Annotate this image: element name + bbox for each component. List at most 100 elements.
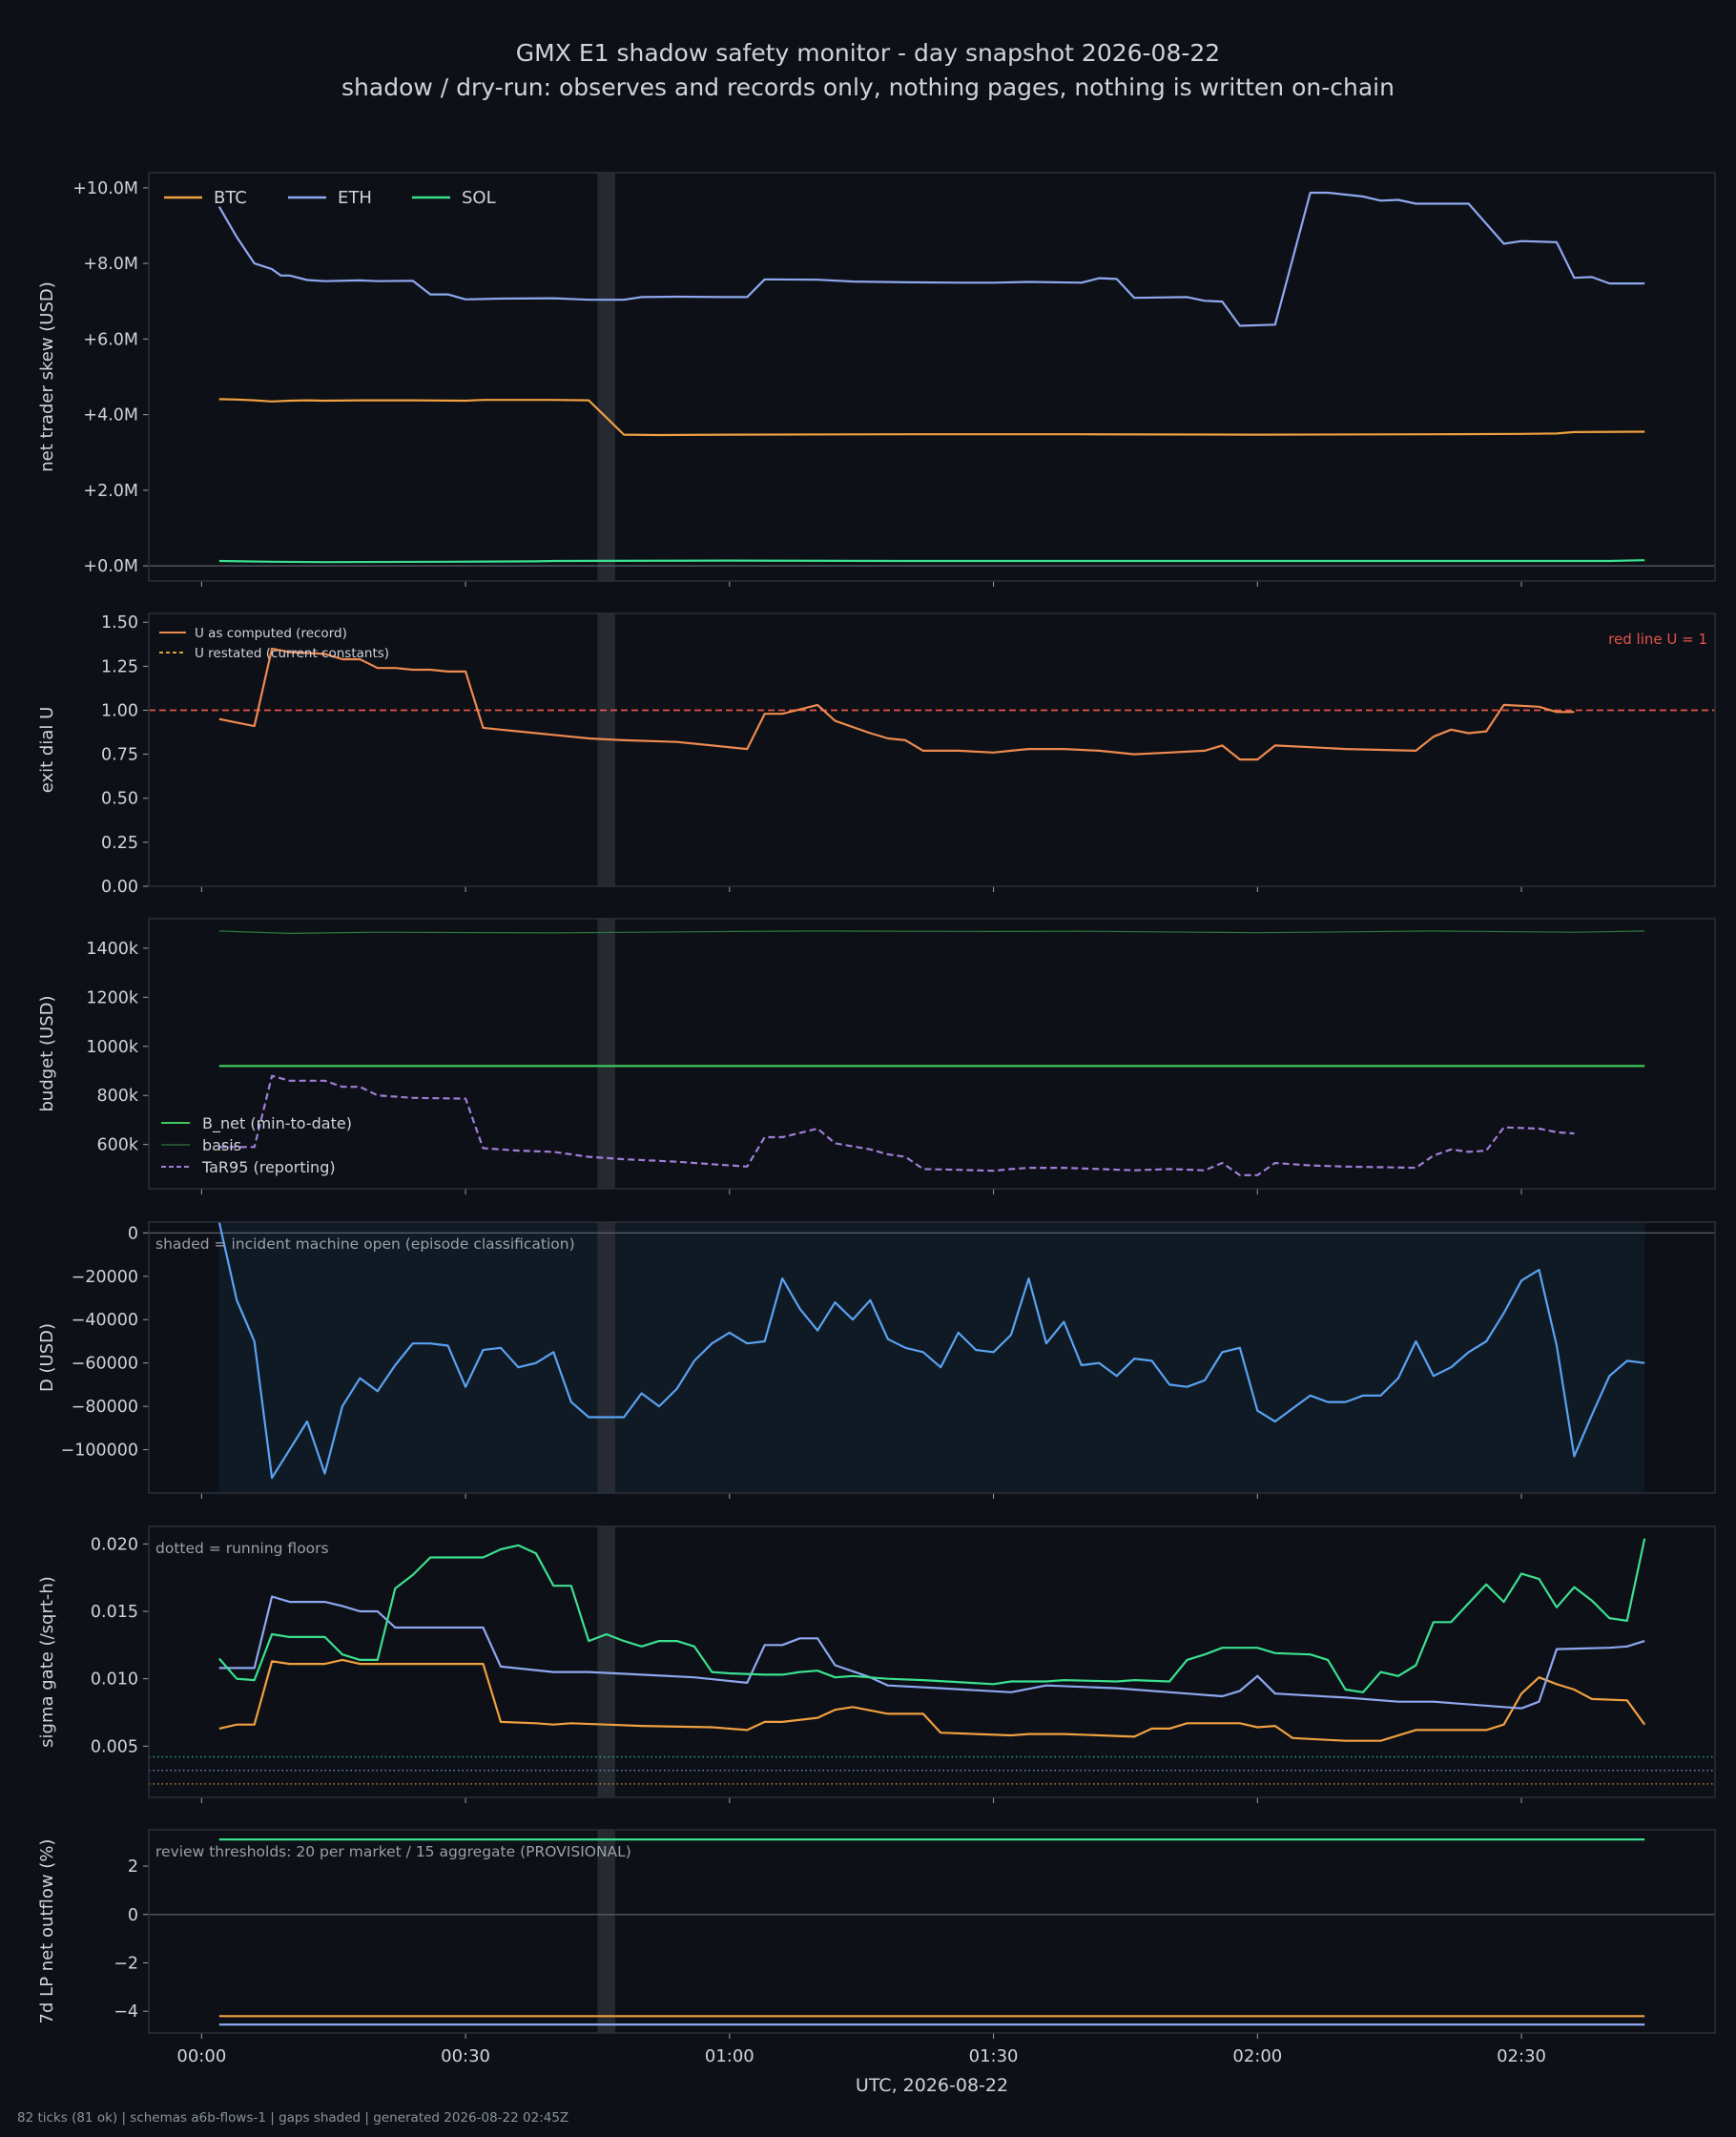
y-tick-label: 0.00	[101, 878, 138, 897]
y-tick-label: −80000	[72, 1398, 138, 1417]
panel-frame	[148, 1829, 1716, 2034]
legend-label: B_net (min-to-date)	[202, 1114, 352, 1133]
series-line-sol	[217, 1538, 1646, 1693]
series-group	[217, 1222, 1645, 1480]
legend-label: U as computed (record)	[195, 626, 347, 641]
gap-shade	[597, 919, 615, 1189]
panel-2: red line U = 1 0.00 0.25 0.50 0.75 1.00 1.25 1.…	[37, 612, 1716, 897]
legend: BTC ETH SOL	[164, 188, 496, 208]
title-block: GMX E1 shadow safety monitor - day snaps…	[0, 36, 1736, 105]
y-tick-label: 0.75	[101, 746, 138, 765]
series-line-u-as-computed-record	[218, 647, 1575, 761]
y-tick-label: −40000	[72, 1311, 138, 1330]
panel-1: +0.0M +2.0M +4.0M +6.0M +8.0M +10.0M net trade…	[37, 172, 1716, 587]
series-group	[217, 1538, 1646, 1742]
x-tick-label: 00:30	[441, 2046, 490, 2066]
redline-label: red line U = 1	[1608, 631, 1707, 648]
y-axis-label: 7d LP net outflow (%)	[37, 1839, 57, 2024]
legend-label: SOL	[462, 188, 496, 208]
panel-frame	[148, 612, 1716, 887]
panel-note: review thresholds: 20 per market / 15 ag…	[155, 1843, 631, 1860]
y-axis-label: D (USD)	[37, 1323, 57, 1392]
gap-shade	[597, 1830, 615, 2033]
series-line-sol	[218, 559, 1645, 564]
gap-shade	[597, 1526, 615, 1797]
y-tick-label: +8.0M	[83, 255, 138, 274]
y-tick-label: 0.010	[91, 1670, 138, 1690]
y-tick-label: 600k	[96, 1136, 138, 1155]
legend-label: TaR95 (reporting)	[201, 1158, 336, 1176]
y-tick-label: 0.015	[91, 1603, 138, 1622]
panel-3: 600k 800k 1000k 1200k 1400k budget (USD) B_net…	[37, 918, 1716, 1194]
y-tick-label: 800k	[96, 1087, 138, 1106]
gap-shade	[597, 1222, 615, 1493]
y-tick-label: 0.50	[101, 790, 138, 809]
panel-6: 2 0 −2 −4 7d LP net outflow (%) review thresh…	[37, 1829, 1716, 2039]
series-group	[218, 930, 1645, 1176]
series-line-eth	[217, 191, 1645, 327]
panel-background	[149, 1526, 1715, 1797]
incident-shade	[218, 1222, 1645, 1493]
series-line-btc	[218, 1658, 1646, 1742]
panel-note: shaded = incident machine open (episode …	[155, 1235, 575, 1253]
y-axis-label: net trader skew (USD)	[37, 281, 57, 472]
x-tick-label: 01:00	[705, 2046, 754, 2066]
panel-note: dotted = running floors	[155, 1540, 329, 1557]
legend-label: BTC	[214, 188, 247, 208]
series-line-eth	[218, 1595, 1645, 1710]
y-tick-label: +2.0M	[83, 482, 138, 501]
y-tick-label: +6.0M	[83, 330, 138, 349]
panel-background	[149, 919, 1715, 1189]
legend-label: basis	[202, 1136, 241, 1154]
y-tick-label: 1400k	[86, 940, 139, 959]
y-tick-label: +0.0M	[83, 557, 138, 576]
chart-subtitle: shadow / dry-run: observes and records o…	[341, 73, 1395, 101]
x-tick-label: 00:00	[176, 2046, 226, 2066]
y-tick-label: 2	[128, 1857, 138, 1877]
y-tick-label: 0.020	[91, 1535, 138, 1554]
series-line-btc	[218, 398, 1645, 437]
y-tick-label: 1000k	[86, 1038, 139, 1057]
legend: U as computed (record) U restated (curren…	[159, 626, 389, 661]
series-line-d	[217, 1222, 1645, 1480]
y-axis-label: budget (USD)	[37, 995, 57, 1111]
gap-shade	[597, 613, 615, 886]
x-tick-label: 02:00	[1232, 2046, 1282, 2066]
y-tick-label: −60000	[72, 1355, 138, 1374]
y-tick-label: 0.25	[101, 834, 138, 853]
y-tick-label: +10.0M	[72, 179, 138, 198]
y-tick-label: 0	[128, 1906, 138, 1925]
y-tick-label: +4.0M	[83, 406, 138, 425]
panel-5: 0.005 0.010 0.015 0.020 sigma gate (/sqrt-h)…	[37, 1525, 1716, 1803]
gap-shade	[597, 173, 615, 581]
x-tick-label: 02:30	[1497, 2046, 1546, 2066]
y-tick-label: 1200k	[86, 988, 139, 1007]
y-tick-label: 1.00	[101, 701, 138, 720]
y-tick-label: 1.25	[101, 657, 138, 676]
legend-label: ETH	[338, 188, 372, 208]
x-axis-label: UTC, 2026-08-22	[856, 2075, 1008, 2096]
y-axis-label: sigma gate (/sqrt-h)	[37, 1576, 57, 1748]
series-group	[218, 1838, 1645, 2026]
panel-frame	[148, 172, 1716, 582]
legend: B_net (min-to-date) basis TaR95 (reporting…	[161, 1114, 352, 1176]
panel-4: 0 −20000 −40000 −60000 −80000 −100000 D (USD) s…	[37, 1221, 1716, 1499]
x-tick-label: 01:30	[969, 2046, 1019, 2066]
footer-status: 82 ticks (81 ok) | schemas a6b-flows-1 |…	[17, 2110, 569, 2126]
series-group	[218, 647, 1575, 761]
series-group	[217, 191, 1645, 564]
y-axis-label: exit dial U	[37, 707, 57, 794]
series-line-tar95-reporting	[218, 1074, 1575, 1176]
y-tick-label: −20000	[72, 1268, 138, 1287]
series-line-basis	[218, 930, 1645, 934]
legend-label: U restated (current constants)	[195, 646, 389, 661]
panel-frame	[148, 1221, 1716, 1494]
chart-title: GMX E1 shadow safety monitor - day snaps…	[515, 39, 1221, 67]
y-tick-label: −4	[114, 2002, 138, 2022]
y-tick-label: 0.005	[91, 1737, 138, 1756]
panel-frame	[148, 1525, 1716, 1798]
y-tick-label: 1.50	[101, 613, 138, 633]
y-tick-label: −100000	[61, 1442, 138, 1461]
y-tick-label: −2	[114, 1954, 138, 1973]
